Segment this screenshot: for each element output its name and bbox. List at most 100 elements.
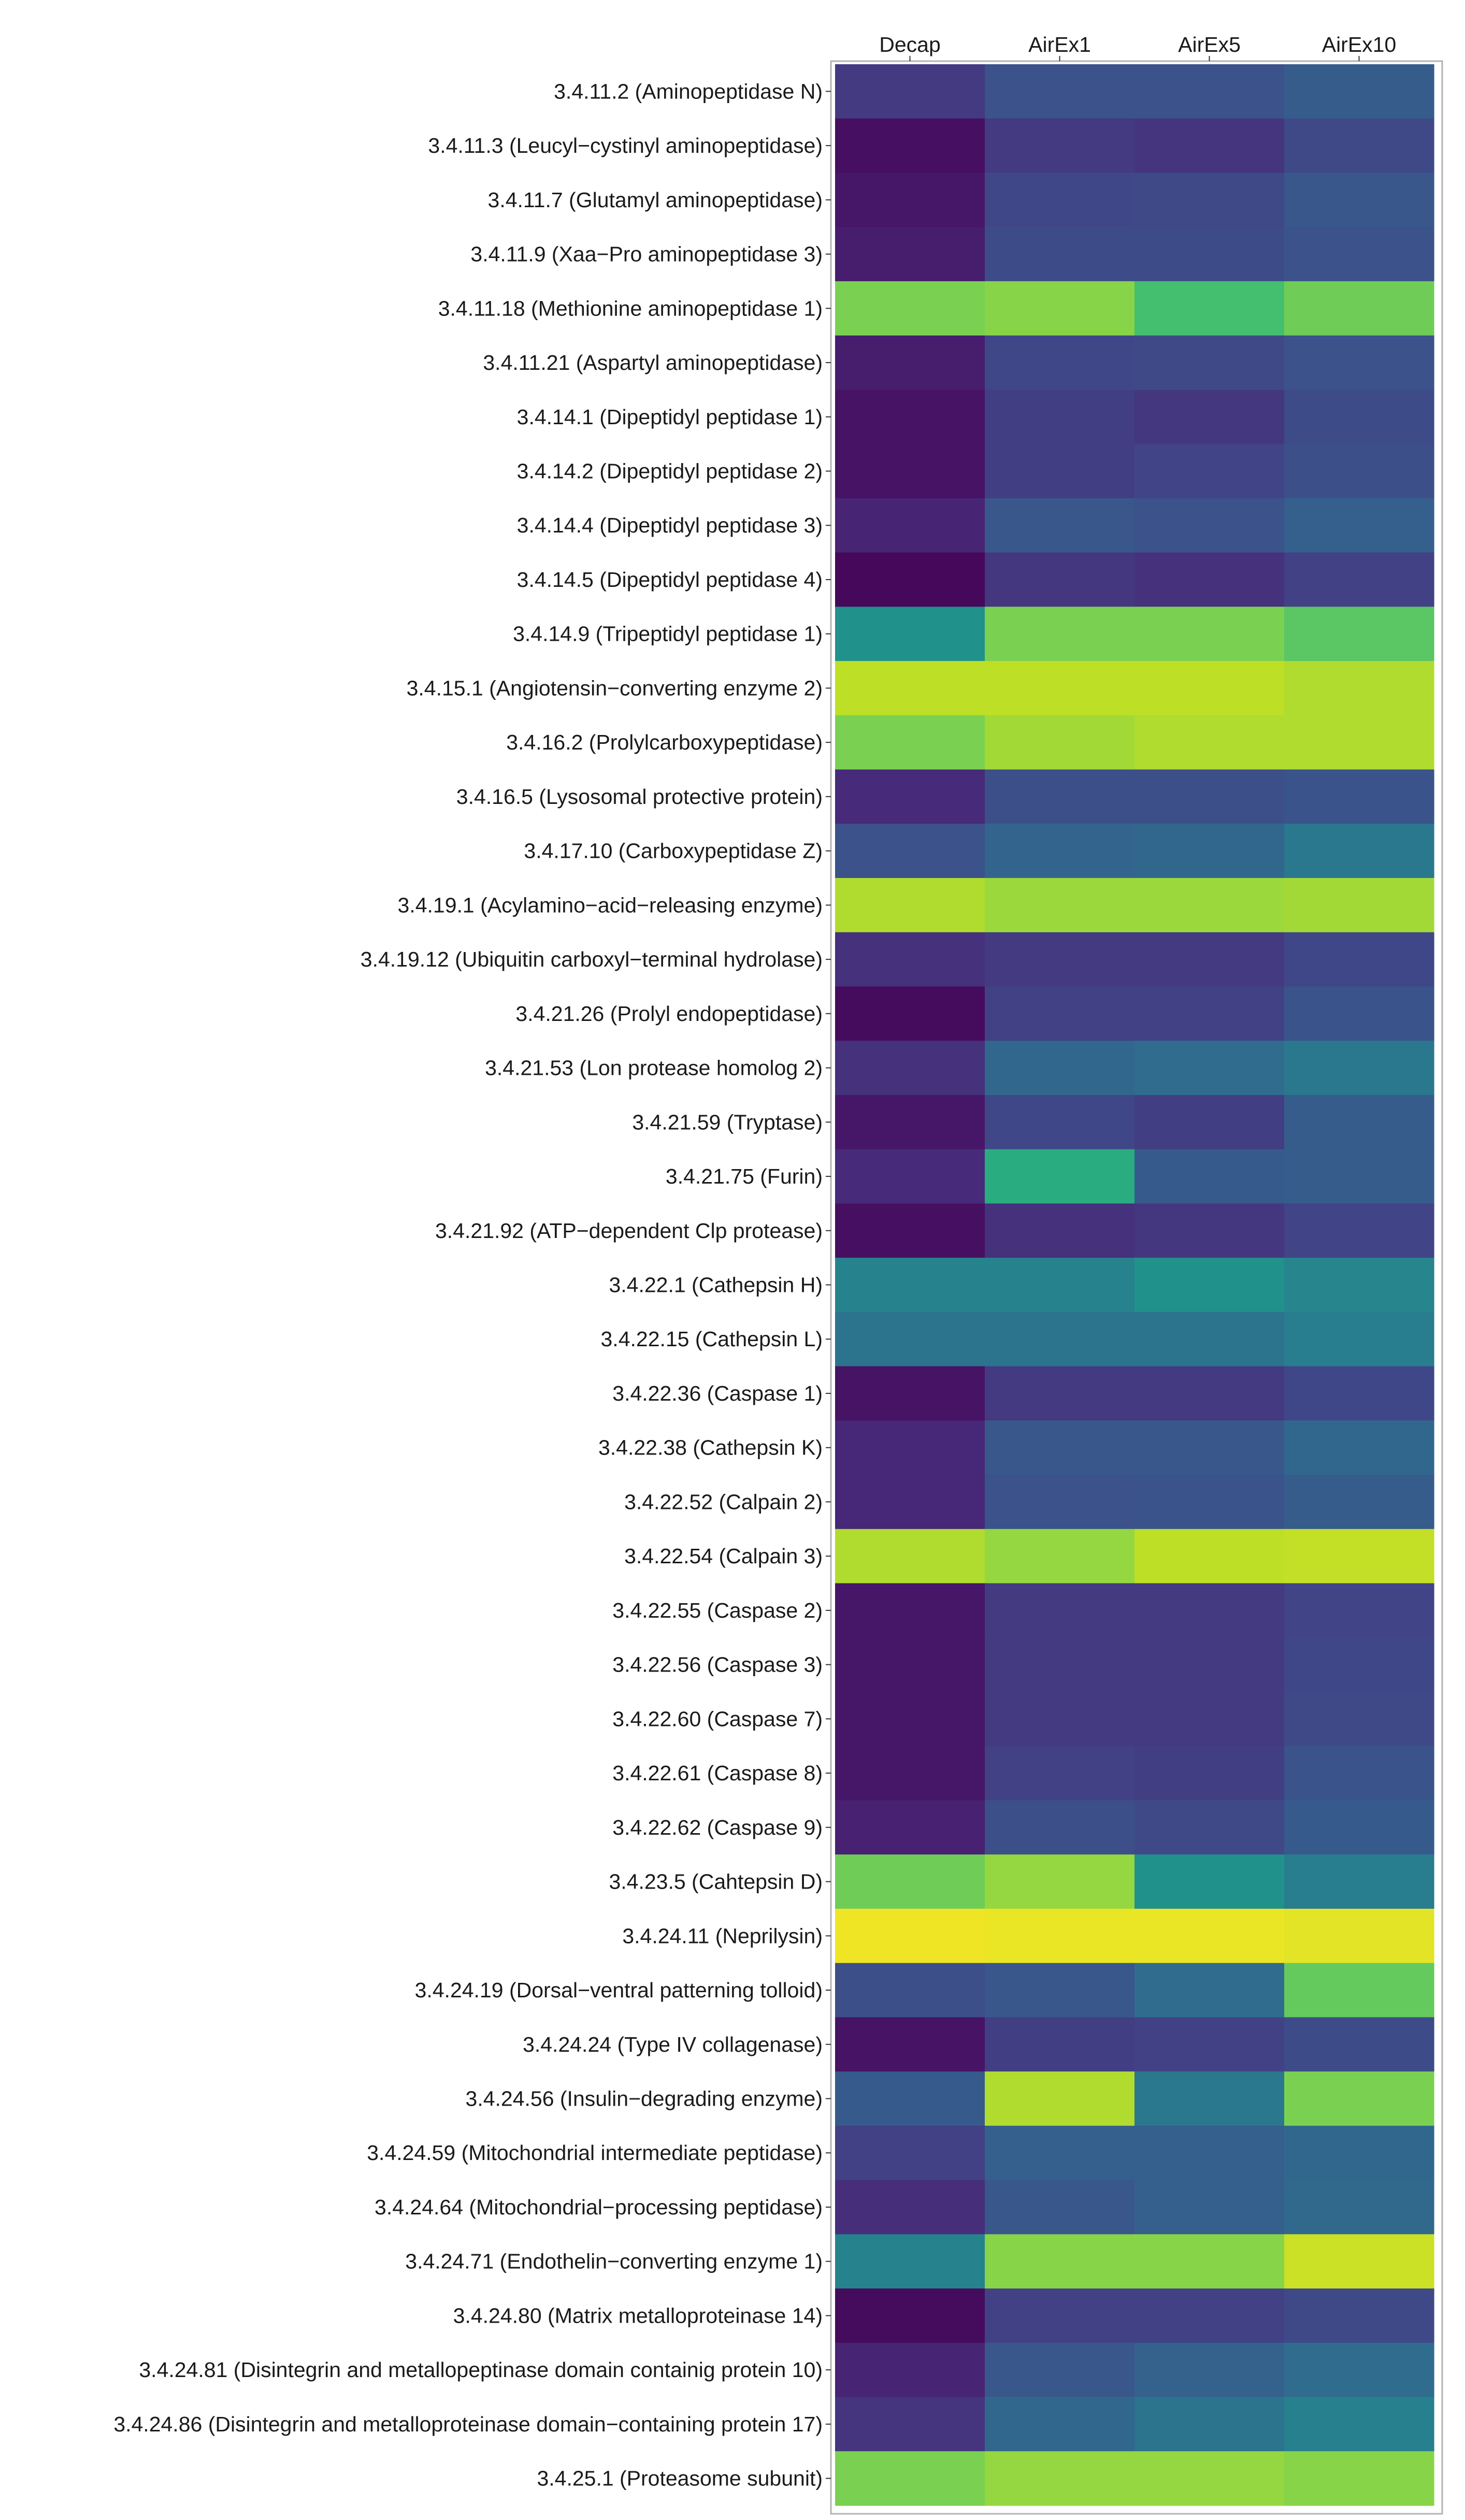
row-label: 3.4.21.26 (Prolyl endopeptidase) — [515, 1002, 823, 1026]
row-label: 3.4.16.5 (Lysosomal protective protein) — [456, 785, 823, 809]
heatmap-cell — [985, 769, 1135, 824]
heatmap-cell — [985, 1203, 1135, 1258]
heatmap-cell — [985, 2071, 1135, 2126]
row-label: 3.4.14.4 (Dipeptidyl peptidase 3) — [517, 513, 823, 537]
row-label: 3.4.24.59 (Mitochondrial intermediate pe… — [367, 2141, 823, 2165]
heatmap-cell — [985, 1692, 1135, 1747]
heatmap-cell — [1134, 607, 1285, 661]
heatmap-cell — [1134, 64, 1285, 119]
heatmap-cell — [1134, 1583, 1285, 1638]
heatmap-cell — [835, 824, 985, 879]
row-label: 3.4.11.21 (Aspartyl aminopeptidase) — [483, 351, 823, 375]
heatmap-cell — [835, 1637, 985, 1692]
heatmap-cell — [985, 661, 1135, 716]
heatmap-cell — [1284, 1692, 1434, 1747]
row-label: 3.4.23.5 (Cahtepsin D) — [609, 1870, 823, 1894]
heatmap-cell — [835, 2397, 985, 2452]
heatmap-cell — [1284, 227, 1434, 282]
heatmap-cell — [1284, 1203, 1434, 1258]
row-label: 3.4.22.36 (Caspase 1) — [612, 1381, 823, 1405]
heatmap-cell — [985, 1041, 1135, 1096]
heatmap-cell — [835, 2234, 985, 2289]
heatmap-cell — [835, 1041, 985, 1096]
heatmap-cell — [835, 64, 985, 119]
heatmap-cell — [985, 1908, 1135, 1964]
heatmap-cell — [985, 1529, 1135, 1584]
heatmap-cell — [835, 769, 985, 824]
heatmap-cell — [835, 1420, 985, 1475]
heatmap-cell — [835, 281, 985, 336]
heatmap-cell — [985, 1637, 1135, 1692]
heatmap-cell — [985, 444, 1135, 499]
heatmap-cell — [1284, 1475, 1434, 1530]
heatmap-cell — [985, 64, 1135, 119]
heatmap-cell — [1284, 1583, 1434, 1638]
heatmap-cell — [835, 118, 985, 174]
heatmap-cell — [1284, 2397, 1434, 2452]
heatmap-cell — [985, 1095, 1135, 1150]
heatmap-cell — [835, 932, 985, 987]
heatmap-cell — [985, 878, 1135, 933]
heatmap-cell — [1134, 2017, 1285, 2072]
heatmap-cell — [835, 1203, 985, 1258]
heatmap-cells — [835, 64, 1434, 2506]
row-label: 3.4.24.71 (Endothelin−converting enzyme … — [405, 2250, 823, 2273]
heatmap-cell — [985, 1800, 1135, 1855]
row-label: 3.4.11.3 (Leucyl−cystinyl aminopeptidase… — [428, 134, 823, 157]
heatmap-cell — [1134, 172, 1285, 227]
row-label: 3.4.14.9 (Tripeptidyl peptidase 1) — [513, 622, 823, 646]
heatmap-cell — [1134, 2288, 1285, 2343]
heatmap-cell — [985, 2397, 1135, 2452]
heatmap-cell — [1134, 1963, 1285, 2018]
heatmap-cell — [985, 1312, 1135, 1367]
heatmap-cell — [985, 118, 1135, 174]
heatmap-cell — [835, 1312, 985, 1367]
heatmap-cell — [1284, 607, 1434, 661]
heatmap-cell — [835, 1583, 985, 1638]
heatmap-cell — [985, 1583, 1135, 1638]
heatmap-cell — [835, 1800, 985, 1855]
row-label: 3.4.24.24 (Type IV collagenase) — [523, 2033, 823, 2056]
row-label: 3.4.14.2 (Dipeptidyl peptidase 2) — [517, 459, 823, 483]
heatmap-cell — [1284, 335, 1434, 390]
heatmap-cell — [835, 1095, 985, 1150]
heatmap-cell — [1284, 2342, 1434, 2398]
row-label: 3.4.22.52 (Calpain 2) — [624, 1490, 823, 1514]
heatmap-cell — [1284, 172, 1434, 227]
heatmap-cell — [1284, 1312, 1434, 1367]
heatmap-cell — [1284, 1800, 1434, 1855]
heatmap-cell — [1284, 1041, 1434, 1096]
heatmap-cell — [835, 878, 985, 933]
heatmap-cell — [835, 715, 985, 770]
row-label: 3.4.22.55 (Caspase 2) — [612, 1599, 823, 1622]
heatmap-cell — [985, 2288, 1135, 2343]
y-axis: 3.4.11.2 (Aminopeptidase N) 3.4.11.3 (Leu… — [113, 79, 831, 2490]
heatmap-cell — [835, 1963, 985, 2018]
row-label: 3.4.14.5 (Dipeptidyl peptidase 4) — [517, 568, 823, 592]
heatmap-cell — [1284, 1529, 1434, 1584]
heatmap-cell — [985, 607, 1135, 661]
heatmap-cell — [1284, 986, 1434, 1041]
heatmap-cell — [835, 2451, 985, 2506]
heatmap-cell — [1134, 1746, 1285, 1801]
heatmap-cell — [1134, 1258, 1285, 1313]
row-label: 3.4.21.53 (Lon protease homolog 2) — [485, 1056, 823, 1080]
heatmap-cell — [985, 1475, 1135, 1530]
heatmap-cell — [1284, 390, 1434, 444]
panel-border — [830, 60, 1443, 2515]
heatmap-cell — [1134, 1420, 1285, 1475]
heatmap-cell — [1134, 1529, 1285, 1584]
heatmap-cell — [1284, 1366, 1434, 1421]
heatmap-cell — [835, 1149, 985, 1204]
heatmap-cell — [1284, 118, 1434, 174]
heatmap-cell — [985, 1746, 1135, 1801]
heatmap-cell — [1134, 552, 1285, 607]
heatmap-cell — [1134, 824, 1285, 879]
heatmap-cell — [985, 172, 1135, 227]
heatmap-cell — [985, 2180, 1135, 2235]
heatmap-cell — [1134, 118, 1285, 174]
heatmap-cell — [1134, 2125, 1285, 2181]
row-label: 3.4.19.1 (Acylamino−acid−releasing enzym… — [398, 893, 823, 917]
heatmap-cell — [1284, 444, 1434, 499]
